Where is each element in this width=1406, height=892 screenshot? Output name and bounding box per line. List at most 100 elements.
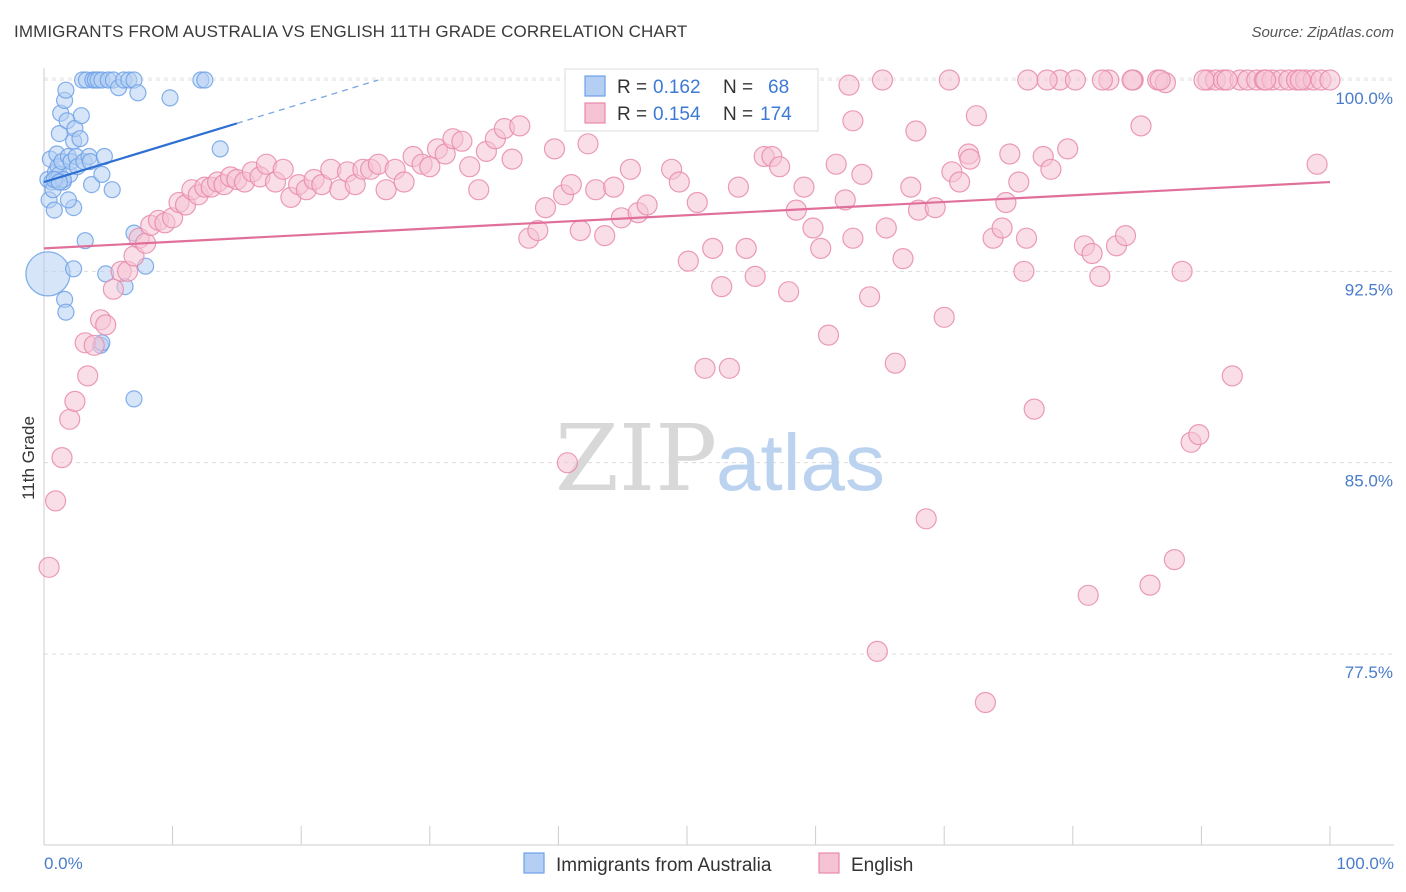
data-point <box>718 357 741 379</box>
data-point <box>1023 398 1045 420</box>
data-point <box>802 217 824 239</box>
data-point <box>858 286 881 308</box>
data-point <box>1255 69 1277 91</box>
data-point <box>938 69 960 91</box>
data-point <box>161 89 179 107</box>
data-point <box>59 191 78 209</box>
data-point <box>744 265 766 287</box>
trend-lines <box>43 79 1331 250</box>
legend-r-label-english: R = <box>617 104 647 125</box>
watermark-atlas: atlas <box>716 418 885 507</box>
data-point <box>577 133 599 155</box>
series-immigrants-from-australia <box>25 71 229 408</box>
data-point <box>1081 242 1103 265</box>
data-point <box>560 174 582 196</box>
data-point <box>59 408 81 430</box>
data-point <box>569 219 591 242</box>
data-point <box>393 171 415 193</box>
data-point <box>527 219 549 242</box>
data-point <box>768 156 791 178</box>
data-point <box>995 191 1017 214</box>
data-point <box>793 176 815 198</box>
data-point <box>1306 153 1328 175</box>
bottom-legend-label-australia: Immigrants from Australia <box>556 855 772 876</box>
y-tick-label: 77.5% <box>1345 663 1393 682</box>
data-point <box>1064 69 1087 91</box>
data-point <box>57 303 75 321</box>
data-point <box>866 640 888 663</box>
data-point <box>64 260 83 278</box>
data-point <box>38 556 60 578</box>
data-point <box>103 181 121 199</box>
data-point <box>1171 260 1193 282</box>
legend-r-label-australia: R = <box>617 77 647 98</box>
data-point <box>1130 115 1152 137</box>
data-point <box>459 156 481 178</box>
data-point <box>999 143 1021 165</box>
data-point <box>948 171 971 193</box>
bottom-legend-swatch-australia <box>523 852 545 874</box>
data-point <box>44 490 67 512</box>
data-point <box>419 156 441 178</box>
bottom-legend: Immigrants from Australia English <box>523 852 913 876</box>
legend-n-label-australia: N = <box>723 77 753 98</box>
data-point <box>72 107 90 125</box>
data-point <box>900 176 922 198</box>
data-point <box>965 105 988 127</box>
legend-n-value-english: 174 <box>760 104 792 125</box>
data-point <box>1216 69 1238 91</box>
bottom-legend-label-english: English <box>851 855 913 876</box>
data-point <box>50 125 69 143</box>
data-point <box>884 352 906 374</box>
data-point <box>1013 260 1035 282</box>
y-tick-labels: 100.0% 92.5% 85.0% 77.5% <box>1335 89 1393 682</box>
data-point <box>1057 138 1079 160</box>
y-tick-label: 85.0% <box>1345 472 1393 491</box>
data-point <box>451 130 473 152</box>
data-point <box>585 179 607 201</box>
data-point <box>102 278 125 300</box>
data-point <box>1121 69 1143 91</box>
data-point <box>82 176 101 194</box>
data-point <box>129 84 147 102</box>
data-point <box>871 69 894 91</box>
data-point <box>1289 69 1312 91</box>
data-point <box>1114 225 1137 247</box>
data-point <box>735 237 757 259</box>
data-point <box>1040 158 1062 180</box>
data-point <box>875 217 897 239</box>
data-point <box>509 115 531 137</box>
data-point <box>93 165 111 183</box>
data-point <box>694 357 716 379</box>
data-point <box>468 179 490 201</box>
data-point <box>915 508 937 530</box>
bottom-legend-swatch-english <box>818 852 840 874</box>
legend-r-value-english: 0.154 <box>653 104 701 125</box>
data-point <box>1319 69 1341 91</box>
data-point <box>817 324 840 346</box>
data-point <box>1188 424 1210 446</box>
data-point <box>727 176 750 198</box>
y-axis-label: 11th Grade <box>19 416 38 500</box>
data-point <box>892 248 914 270</box>
data-point <box>636 194 658 216</box>
data-point <box>71 130 89 148</box>
data-point <box>825 153 847 175</box>
data-point <box>95 314 117 336</box>
data-point <box>842 110 864 132</box>
data-point <box>25 251 71 297</box>
data-point <box>677 250 699 272</box>
data-point <box>45 201 63 219</box>
data-point <box>1193 69 1215 91</box>
trend-line-english <box>43 180 1331 250</box>
watermark: ZIP atlas <box>555 405 885 512</box>
trend-line-australia <box>43 122 238 184</box>
data-point <box>501 148 523 170</box>
x-tick-label-min: 0.0% <box>44 854 83 873</box>
data-point <box>1089 265 1111 287</box>
data-point <box>375 179 397 201</box>
data-point <box>64 390 86 412</box>
data-point <box>1077 584 1099 606</box>
data-point <box>834 189 856 211</box>
